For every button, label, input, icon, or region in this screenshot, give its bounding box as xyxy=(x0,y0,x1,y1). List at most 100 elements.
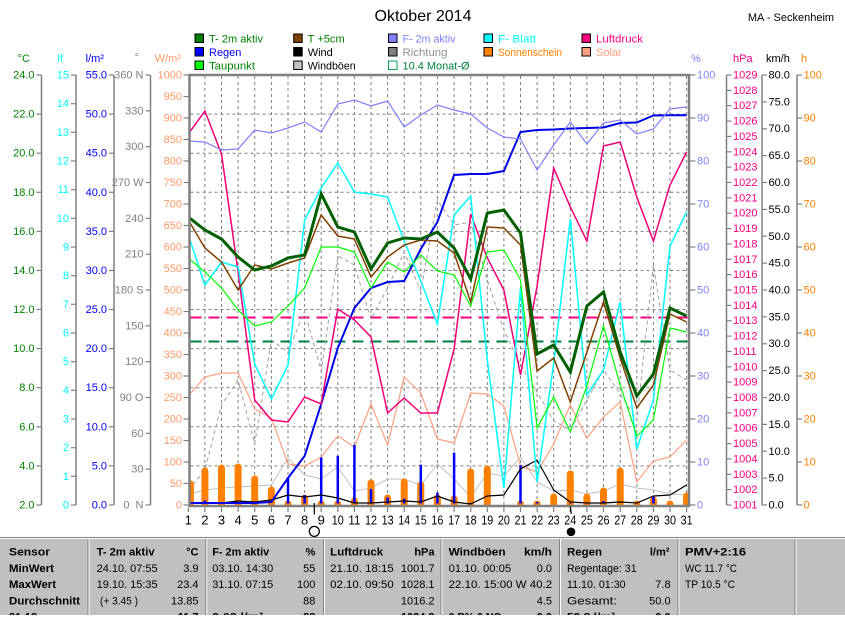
svg-text:90 O: 90 O xyxy=(120,392,144,404)
svg-text:15.0: 15.0 xyxy=(769,419,790,431)
svg-text:1013: 1013 xyxy=(733,315,757,327)
svg-text:l/m²: l/m² xyxy=(86,53,105,65)
svg-text:4: 4 xyxy=(63,385,69,397)
svg-text:70: 70 xyxy=(697,199,709,211)
svg-text:270 W: 270 W xyxy=(112,177,144,189)
svg-text:29: 29 xyxy=(647,513,659,528)
svg-text:T- 2m aktiv: T- 2m aktiv xyxy=(209,34,263,46)
svg-text:60: 60 xyxy=(804,242,816,254)
svg-text:60: 60 xyxy=(697,242,709,254)
svg-text:50.0: 50.0 xyxy=(86,109,107,121)
svg-text:31: 31 xyxy=(681,513,693,528)
svg-text:MinWert: MinWert xyxy=(9,563,54,575)
svg-text:10: 10 xyxy=(332,513,344,528)
svg-text:Wind: Wind xyxy=(308,47,333,59)
svg-text:8: 8 xyxy=(63,270,69,282)
svg-text:7: 7 xyxy=(63,299,69,311)
svg-text:750: 750 xyxy=(164,177,182,189)
svg-text:45.0: 45.0 xyxy=(86,148,107,160)
svg-text:26: 26 xyxy=(598,513,610,528)
svg-text:600: 600 xyxy=(164,242,182,254)
svg-text:10.0: 10.0 xyxy=(13,343,34,355)
svg-text:0: 0 xyxy=(697,500,703,512)
svg-text:Taupunkt: Taupunkt xyxy=(209,61,255,73)
svg-text:80.0: 80.0 xyxy=(769,70,790,82)
svg-text:40.0: 40.0 xyxy=(769,285,790,297)
svg-text:25.0: 25.0 xyxy=(769,365,790,377)
svg-text:20: 20 xyxy=(804,414,816,426)
svg-text:11: 11 xyxy=(58,184,69,196)
svg-text:550: 550 xyxy=(164,263,182,275)
svg-text:km/h: km/h xyxy=(524,547,552,559)
svg-text:30.0: 30.0 xyxy=(769,338,790,350)
svg-text:10.0: 10.0 xyxy=(769,446,790,458)
svg-text:30: 30 xyxy=(131,464,143,476)
svg-text:MA - Seckenheim: MA - Seckenheim xyxy=(748,12,834,24)
svg-text:1009: 1009 xyxy=(733,377,757,389)
svg-text:h: h xyxy=(801,53,807,65)
svg-text:55: 55 xyxy=(303,563,315,575)
svg-text:20: 20 xyxy=(498,513,510,528)
svg-text:90: 90 xyxy=(804,113,816,125)
svg-text:28: 28 xyxy=(631,513,643,528)
svg-text:60.0: 60.0 xyxy=(769,177,790,189)
svg-text:1005: 1005 xyxy=(733,438,757,450)
svg-text:%: % xyxy=(306,547,316,559)
svg-text:55.0: 55.0 xyxy=(86,70,107,82)
svg-text:Solar: Solar xyxy=(596,47,622,59)
svg-text:1015: 1015 xyxy=(733,285,757,297)
svg-text:1: 1 xyxy=(185,513,192,528)
svg-text:°C: °C xyxy=(186,547,198,559)
svg-text:24: 24 xyxy=(564,513,576,528)
svg-text:75.0: 75.0 xyxy=(769,96,790,108)
svg-text:70.0: 70.0 xyxy=(769,123,790,135)
svg-text:5: 5 xyxy=(63,356,69,368)
svg-text:20: 20 xyxy=(697,414,709,426)
svg-text:WC 11.7 °C: WC 11.7 °C xyxy=(685,563,737,575)
svg-text:8: 8 xyxy=(301,513,308,528)
svg-text:T +5cm: T +5cm xyxy=(308,34,345,46)
svg-text:650: 650 xyxy=(164,220,182,232)
svg-text:19.10. 15:35: 19.10. 15:35 xyxy=(97,579,158,591)
svg-text:1001.7: 1001.7 xyxy=(401,563,435,575)
svg-text:20.0: 20.0 xyxy=(13,148,34,160)
svg-text:100: 100 xyxy=(164,457,182,469)
svg-text:1017: 1017 xyxy=(733,254,757,266)
svg-text:0 N: 0 N xyxy=(123,500,143,512)
svg-text:1025: 1025 xyxy=(733,131,757,143)
svg-text:Luftdruck: Luftdruck xyxy=(330,547,384,559)
svg-text:100: 100 xyxy=(804,70,822,82)
svg-text:F- Blatt: F- Blatt xyxy=(498,34,536,46)
svg-text:0.0: 0.0 xyxy=(92,500,107,512)
svg-text:30.0: 30.0 xyxy=(86,265,107,277)
svg-text:360 N: 360 N xyxy=(114,70,143,82)
svg-text:9: 9 xyxy=(63,242,69,254)
svg-text:90: 90 xyxy=(697,113,709,125)
svg-text:500: 500 xyxy=(164,285,182,297)
svg-text:4: 4 xyxy=(234,513,241,528)
svg-text:1020: 1020 xyxy=(733,208,757,220)
svg-text:9: 9 xyxy=(318,513,325,528)
svg-text:0: 0 xyxy=(176,500,182,512)
svg-text:1011: 1011 xyxy=(733,346,757,358)
svg-text:11: 11 xyxy=(348,513,360,528)
svg-text:30: 30 xyxy=(697,371,709,383)
svg-text:Sonnenschein: Sonnenschein xyxy=(498,47,562,59)
svg-text:6: 6 xyxy=(63,328,69,340)
svg-text:45.0: 45.0 xyxy=(769,258,790,270)
svg-text:F- 2m aktiv: F- 2m aktiv xyxy=(212,547,270,559)
svg-text:12: 12 xyxy=(57,156,69,168)
svg-text:40.0: 40.0 xyxy=(86,187,107,199)
svg-text:65.0: 65.0 xyxy=(769,150,790,162)
svg-text:210: 210 xyxy=(125,249,143,261)
svg-text:1018: 1018 xyxy=(733,238,757,250)
svg-text:1012: 1012 xyxy=(733,331,757,343)
svg-text:55.0: 55.0 xyxy=(769,204,790,216)
svg-text:15: 15 xyxy=(415,513,427,528)
svg-text:1014: 1014 xyxy=(733,300,757,312)
svg-text:W/m²: W/m² xyxy=(155,53,182,65)
svg-text:100: 100 xyxy=(697,70,715,82)
svg-text:13: 13 xyxy=(382,513,394,528)
svg-text:950: 950 xyxy=(164,91,182,103)
svg-text:Gesamt:: Gesamt: xyxy=(567,595,617,607)
